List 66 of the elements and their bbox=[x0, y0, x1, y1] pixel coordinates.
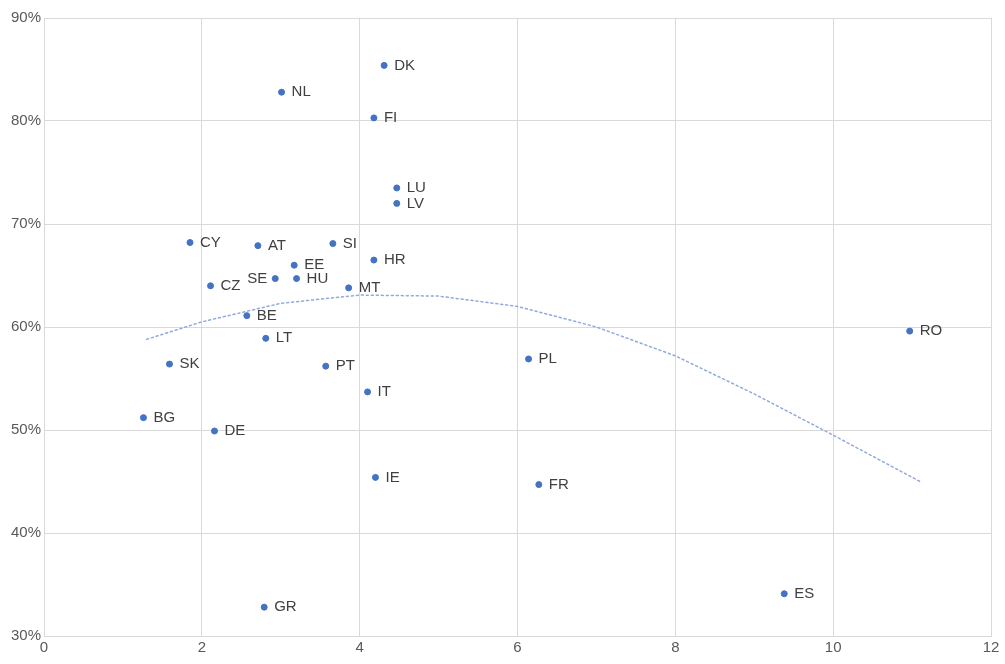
annotation: PL bbox=[538, 349, 557, 367]
annotation: CY bbox=[200, 232, 221, 250]
point bbox=[290, 261, 298, 269]
point bbox=[364, 388, 372, 396]
annotation: CZ bbox=[220, 275, 241, 293]
point bbox=[271, 275, 279, 283]
point bbox=[322, 362, 330, 370]
annotation: LT bbox=[275, 328, 293, 346]
annotation: BE bbox=[256, 305, 277, 323]
x-tick-label: 10 bbox=[824, 638, 842, 656]
annotation: IT bbox=[377, 382, 391, 400]
annotation: MT bbox=[358, 278, 381, 295]
y-tick-label: 50% bbox=[10, 420, 42, 438]
annotation: AT bbox=[267, 235, 286, 253]
annotation: ES bbox=[794, 583, 815, 601]
point bbox=[380, 61, 388, 69]
y-tick-label: 80% bbox=[10, 111, 42, 129]
point bbox=[166, 360, 173, 368]
annotation: NL bbox=[291, 82, 311, 100]
point bbox=[139, 414, 147, 422]
point bbox=[345, 284, 353, 292]
annotation: SK bbox=[179, 354, 200, 372]
y-tick-label: 90% bbox=[10, 8, 42, 26]
annotation: DK bbox=[394, 55, 415, 73]
point bbox=[329, 240, 337, 248]
x-tick-label: 0 bbox=[39, 638, 49, 656]
annotation: GR bbox=[274, 597, 297, 615]
x-tick-label: 6 bbox=[513, 638, 522, 656]
annotation: PT bbox=[335, 356, 355, 374]
point bbox=[293, 275, 301, 283]
x-tick-label: 4 bbox=[355, 638, 364, 656]
x-tick-label: 2 bbox=[197, 638, 207, 656]
annotation: LU bbox=[406, 178, 426, 196]
annotation: DE bbox=[224, 421, 246, 439]
annotation: LV bbox=[406, 193, 425, 211]
annotation: SI bbox=[342, 233, 358, 251]
point bbox=[906, 327, 914, 335]
point bbox=[278, 88, 286, 96]
annotation: FI bbox=[383, 108, 398, 126]
point bbox=[780, 590, 788, 598]
point bbox=[525, 355, 533, 363]
x-tick-label: 12 bbox=[982, 638, 1000, 656]
annotation: IE bbox=[385, 467, 400, 485]
annotation: HR bbox=[383, 250, 406, 268]
point bbox=[207, 282, 215, 290]
point bbox=[186, 239, 194, 247]
y-tick-label: 30% bbox=[10, 626, 42, 644]
annotation: RO bbox=[919, 321, 943, 339]
y-tick-label: 40% bbox=[10, 523, 42, 541]
point bbox=[260, 603, 268, 611]
point bbox=[262, 334, 270, 342]
y-tick-label: 70% bbox=[10, 214, 42, 232]
point bbox=[243, 312, 251, 320]
x-tick-label: 8 bbox=[671, 638, 680, 656]
annotation: SE bbox=[247, 268, 268, 286]
point bbox=[370, 114, 378, 122]
annotation: FR bbox=[548, 474, 569, 492]
y-tick-label: 60% bbox=[10, 317, 42, 335]
point bbox=[535, 481, 543, 489]
annotation: BG bbox=[153, 407, 176, 425]
point bbox=[210, 427, 218, 435]
point bbox=[371, 473, 379, 481]
point bbox=[254, 242, 262, 250]
point bbox=[393, 184, 401, 192]
point bbox=[393, 199, 401, 207]
point bbox=[370, 256, 378, 264]
